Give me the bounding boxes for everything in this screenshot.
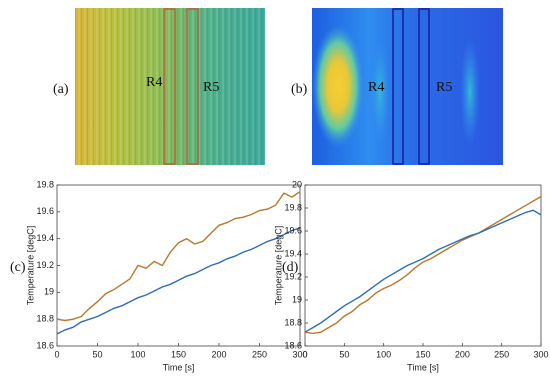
warm-band: [460, 37, 480, 147]
y-tick-label: 19.8: [284, 202, 302, 212]
x-tick-label: 300: [533, 349, 548, 359]
region-label: R5: [436, 80, 452, 95]
x-tick-label: 100: [130, 349, 145, 359]
x-tick-label: 150: [415, 349, 430, 359]
x-tick-label: 0: [54, 349, 59, 359]
y-axis-label: Temperature [degC]: [273, 226, 283, 306]
warm-band: [370, 37, 390, 147]
y-tick-label: 18.6: [36, 340, 54, 350]
x-axis-label: Time [s]: [163, 362, 195, 372]
x-tick-label: 50: [92, 349, 102, 359]
y-tick-label: 19.6: [36, 206, 54, 216]
x-tick-label: 150: [171, 349, 186, 359]
series-line: [56, 227, 301, 335]
y-tick-label: 19.6: [284, 225, 302, 235]
region-box: [163, 8, 176, 165]
series-line: [304, 195, 542, 335]
y-tick-label: 19.8: [36, 179, 54, 189]
x-tick-label: 100: [376, 349, 391, 359]
y-tick-label: 19.2: [284, 271, 302, 281]
hot-spot: [312, 24, 364, 148]
y-tick-label: 19.4: [284, 248, 302, 258]
y-tick-label: 19.4: [36, 233, 54, 243]
region-box: [418, 8, 430, 165]
region-box: [392, 8, 404, 165]
y-tick-label: 19.2: [36, 260, 54, 270]
plot-area: [304, 184, 542, 347]
x-tick-label: 0: [302, 349, 307, 359]
y-tick-label: 19: [292, 294, 302, 304]
panel-label: (a): [53, 82, 69, 97]
image-texture: [75, 8, 265, 165]
y-tick-label: 18.6: [284, 340, 302, 350]
region-box: [186, 8, 199, 165]
y-tick-label: 18.8: [284, 317, 302, 327]
x-tick-label: 200: [211, 349, 226, 359]
plot-area: [56, 184, 301, 347]
panel-label: (d): [282, 260, 299, 275]
x-tick-label: 300: [292, 349, 307, 359]
y-tick-label: 18.8: [36, 314, 54, 324]
x-axis-label: Time [s]: [407, 362, 439, 372]
x-tick-label: 50: [339, 349, 349, 359]
region-label: R4: [146, 75, 162, 90]
panel-label: (b): [291, 82, 308, 97]
series-line: [56, 191, 301, 322]
panel-b: (b) R4 R5: [291, 8, 503, 165]
x-tick-label: 200: [455, 349, 470, 359]
x-tick-label: 250: [494, 349, 509, 359]
series-line: [304, 209, 542, 333]
panel-label: (c): [10, 260, 26, 275]
region-label: R5: [203, 80, 219, 95]
region-label: R4: [368, 80, 384, 95]
x-tick-label: 250: [252, 349, 267, 359]
y-tick-label: 20: [292, 179, 302, 189]
y-axis-label: Temperature [degC]: [25, 226, 35, 306]
panel-a: (a) R4 R5: [53, 8, 265, 165]
y-tick-label: 19: [44, 287, 54, 297]
